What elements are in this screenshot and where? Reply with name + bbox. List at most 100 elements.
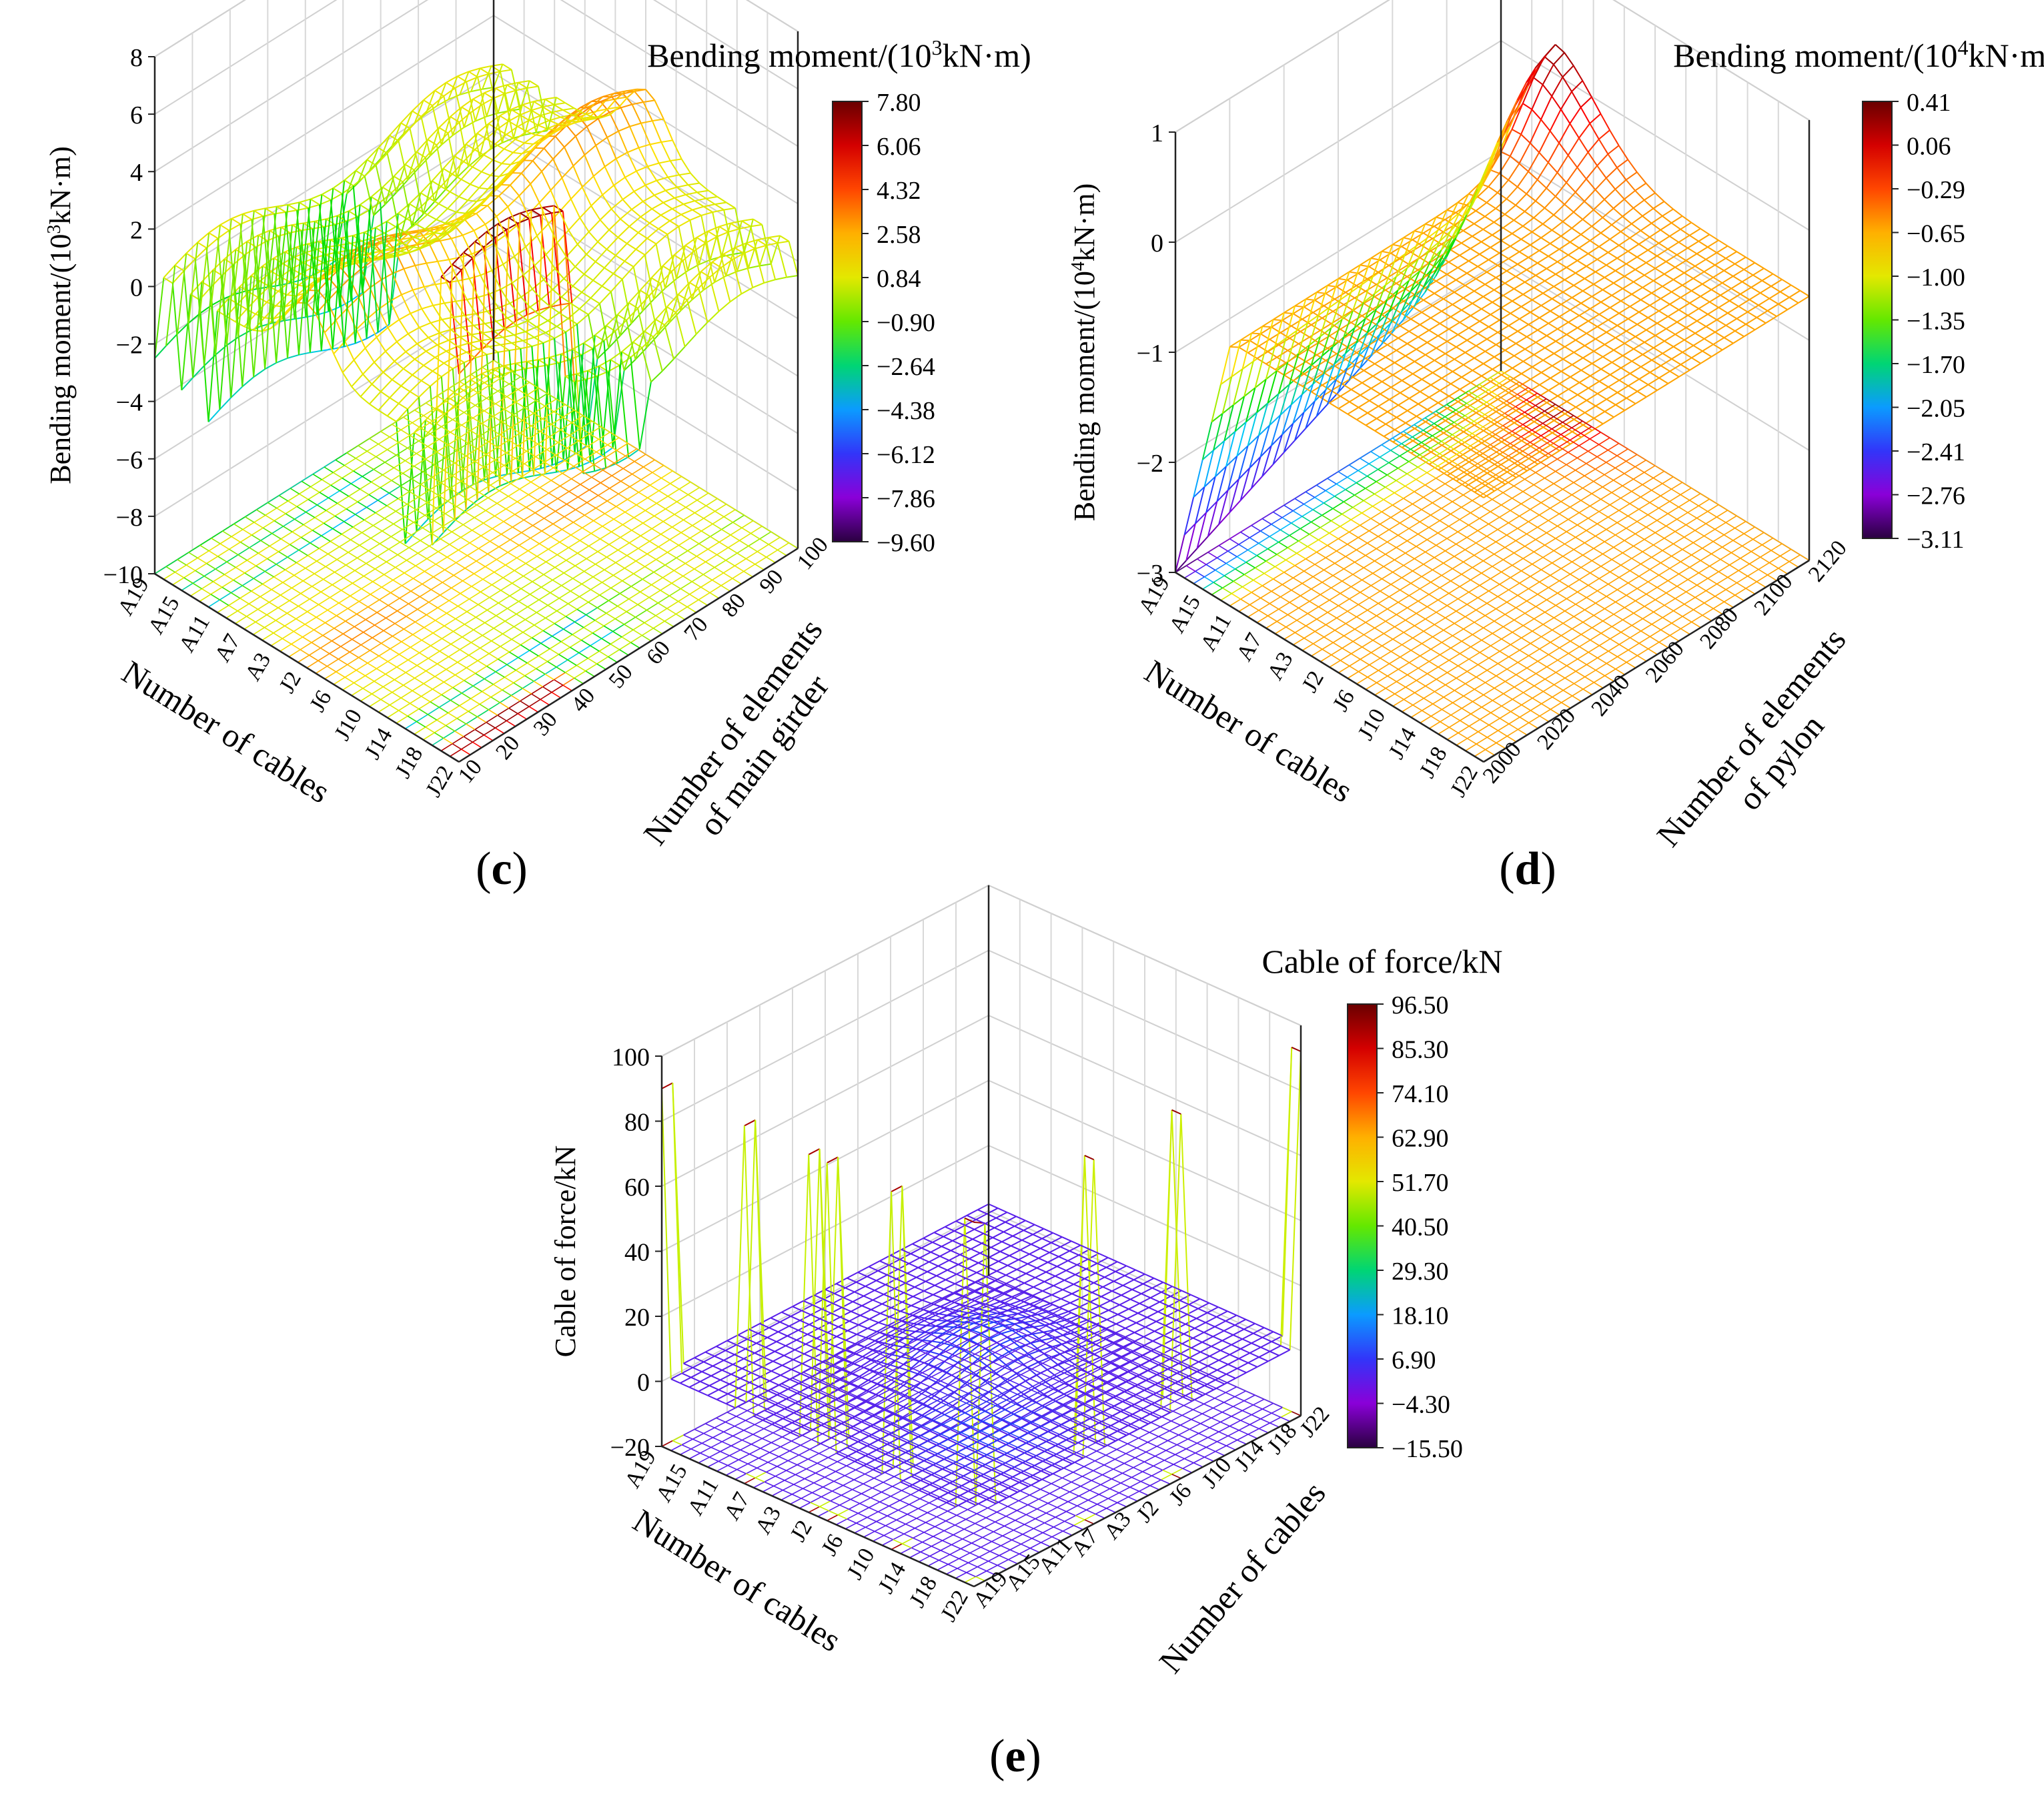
floor-line: [226, 561, 236, 568]
floor-line: [255, 558, 268, 566]
floor-line: [514, 570, 524, 577]
floor-line: [326, 665, 337, 672]
mesh-line: [404, 163, 415, 171]
x-tick-label: J2: [275, 668, 306, 698]
mesh-line: [566, 256, 576, 268]
mesh-line: [720, 267, 731, 302]
mesh-line: [253, 368, 266, 378]
mesh-line: [607, 371, 618, 464]
floor-line: [410, 646, 420, 654]
floor-line: [427, 707, 440, 715]
mesh-line: [599, 208, 612, 221]
mesh-line: [684, 334, 697, 348]
floor-line: [276, 564, 286, 570]
floor-line: [394, 672, 406, 681]
floor-line: [606, 612, 616, 620]
floor-line: [576, 601, 589, 610]
floor-line: [374, 681, 384, 688]
mesh-line: [518, 312, 528, 322]
floor-line: [384, 574, 394, 581]
floor-line: [698, 543, 708, 550]
floor-line: [426, 558, 436, 565]
floor-line: [588, 482, 601, 491]
floor-line: [716, 554, 726, 561]
floor-line: [318, 660, 328, 667]
floor-line: [533, 412, 543, 420]
mesh-line: [425, 350, 436, 358]
floor-line: [201, 581, 213, 590]
mesh-line: [536, 236, 547, 255]
mesh-line: [197, 232, 209, 244]
mesh-line: [540, 298, 551, 308]
floor-line: [739, 532, 751, 541]
floor-line: [407, 715, 417, 723]
floor-line: [683, 512, 695, 521]
floor-line: [700, 586, 710, 594]
floor-line: [714, 510, 724, 518]
floor-line: [630, 578, 643, 587]
floor-line: [438, 707, 449, 714]
floor-line: [329, 646, 342, 654]
floor-line: [545, 617, 555, 624]
floor-line: [374, 673, 386, 682]
floor-line: [356, 669, 366, 676]
mesh-line: [514, 256, 524, 276]
floor-line: [445, 725, 456, 732]
floor-line: [422, 576, 434, 585]
mesh-line: [661, 139, 673, 143]
floor-line: [633, 510, 646, 518]
floor-line: [579, 596, 589, 603]
floor-line: [210, 594, 220, 600]
floor-line: [518, 544, 529, 552]
mesh-line: [573, 108, 584, 120]
floor-line: [219, 592, 231, 600]
floor-line: [439, 643, 452, 652]
floor-line: [405, 672, 416, 679]
mesh-line: [724, 207, 736, 211]
floor-line: [502, 626, 514, 634]
floor-line: [241, 585, 252, 592]
floor-line: [282, 638, 292, 645]
mesh-line: [235, 241, 247, 250]
floor-line: [676, 557, 686, 564]
floor-line: [344, 676, 355, 684]
floor-line: [626, 604, 638, 612]
floor-line: [705, 554, 718, 562]
floor-line: [531, 686, 544, 695]
mesh-line: [452, 252, 464, 266]
floor-line: [540, 642, 550, 650]
floor-line: [574, 614, 586, 622]
floor-line: [448, 656, 458, 663]
floor-line: [539, 487, 550, 494]
mesh-line: [305, 221, 316, 318]
floor-line: [299, 486, 311, 494]
mesh-line: [530, 109, 541, 117]
floor-line: [542, 474, 552, 481]
floor-line: [459, 642, 472, 650]
floor-line: [456, 506, 466, 513]
floor-line: [432, 681, 444, 690]
mesh-line: [522, 101, 534, 106]
floor-line: [536, 556, 546, 562]
floor-line: [307, 555, 318, 562]
floor-line: [618, 486, 630, 494]
floor-line: [314, 573, 324, 580]
floor-line: [402, 578, 414, 586]
mesh-line: [402, 110, 413, 135]
floor-line: [523, 568, 535, 577]
floor-line: [274, 576, 284, 583]
floor-line: [544, 518, 554, 524]
floor-line: [177, 558, 187, 566]
mesh-line: [714, 201, 726, 205]
mesh-line: [332, 187, 343, 195]
floor-line: [590, 526, 603, 534]
mesh-line: [654, 194, 664, 203]
floor-line: [344, 458, 356, 466]
mesh-line: [568, 318, 578, 325]
mesh-line: [563, 278, 574, 287]
floor-line: [718, 534, 731, 543]
mesh-line: [364, 336, 378, 349]
mesh-line: [631, 209, 641, 217]
floor-line: [450, 693, 462, 701]
floor-line: [528, 550, 538, 557]
